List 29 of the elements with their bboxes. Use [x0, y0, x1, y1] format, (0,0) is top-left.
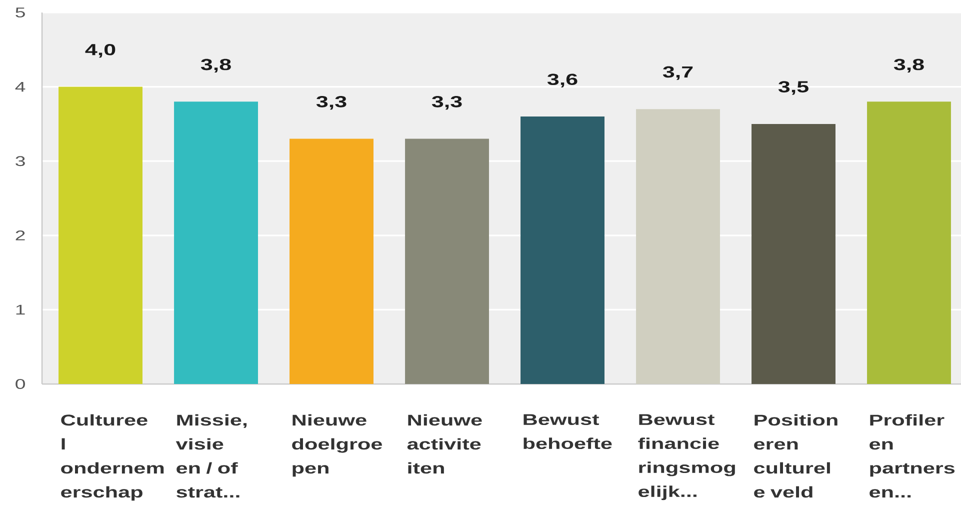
x-tick-label: Cultureel ondernemerschap [61, 414, 164, 501]
x-tick-label: Nieuwe doelgroepen [292, 414, 382, 477]
data-label: 3,7 [662, 66, 693, 80]
x-tick-label: Bewust financieringsmogelijk... [638, 414, 735, 500]
x-tick-label: Profileren partners en... [870, 414, 955, 498]
data-label: 3,6 [547, 74, 578, 88]
y-tick-label: 2 [16, 230, 25, 240]
x-tick-label: Bewust behoefte [524, 414, 612, 450]
bar [290, 138, 374, 384]
bar [520, 116, 604, 384]
bar [867, 102, 951, 384]
bar [174, 102, 258, 384]
bar [405, 138, 489, 384]
bar [58, 86, 142, 384]
y-tick-label: 5 [16, 8, 25, 18]
data-label: 3,5 [778, 81, 808, 95]
x-tick-label: Missie, visie en / of strat... [176, 414, 247, 498]
data-label: 3,8 [894, 58, 924, 72]
data-label: 4,0 [85, 44, 116, 58]
data-label: 3,8 [200, 58, 231, 72]
y-tick-label: 0 [16, 379, 25, 389]
x-tick-label: Nieuwe activiteiten [407, 414, 482, 474]
data-label: 3,3 [432, 96, 462, 110]
x-tick-label: Positioneren culturele veld [754, 414, 838, 498]
y-tick-label: 1 [16, 304, 25, 315]
y-tick-label: 4 [15, 82, 26, 92]
bar [752, 124, 836, 384]
data-label: 3,3 [316, 96, 346, 110]
y-tick-label: 3 [16, 156, 25, 166]
